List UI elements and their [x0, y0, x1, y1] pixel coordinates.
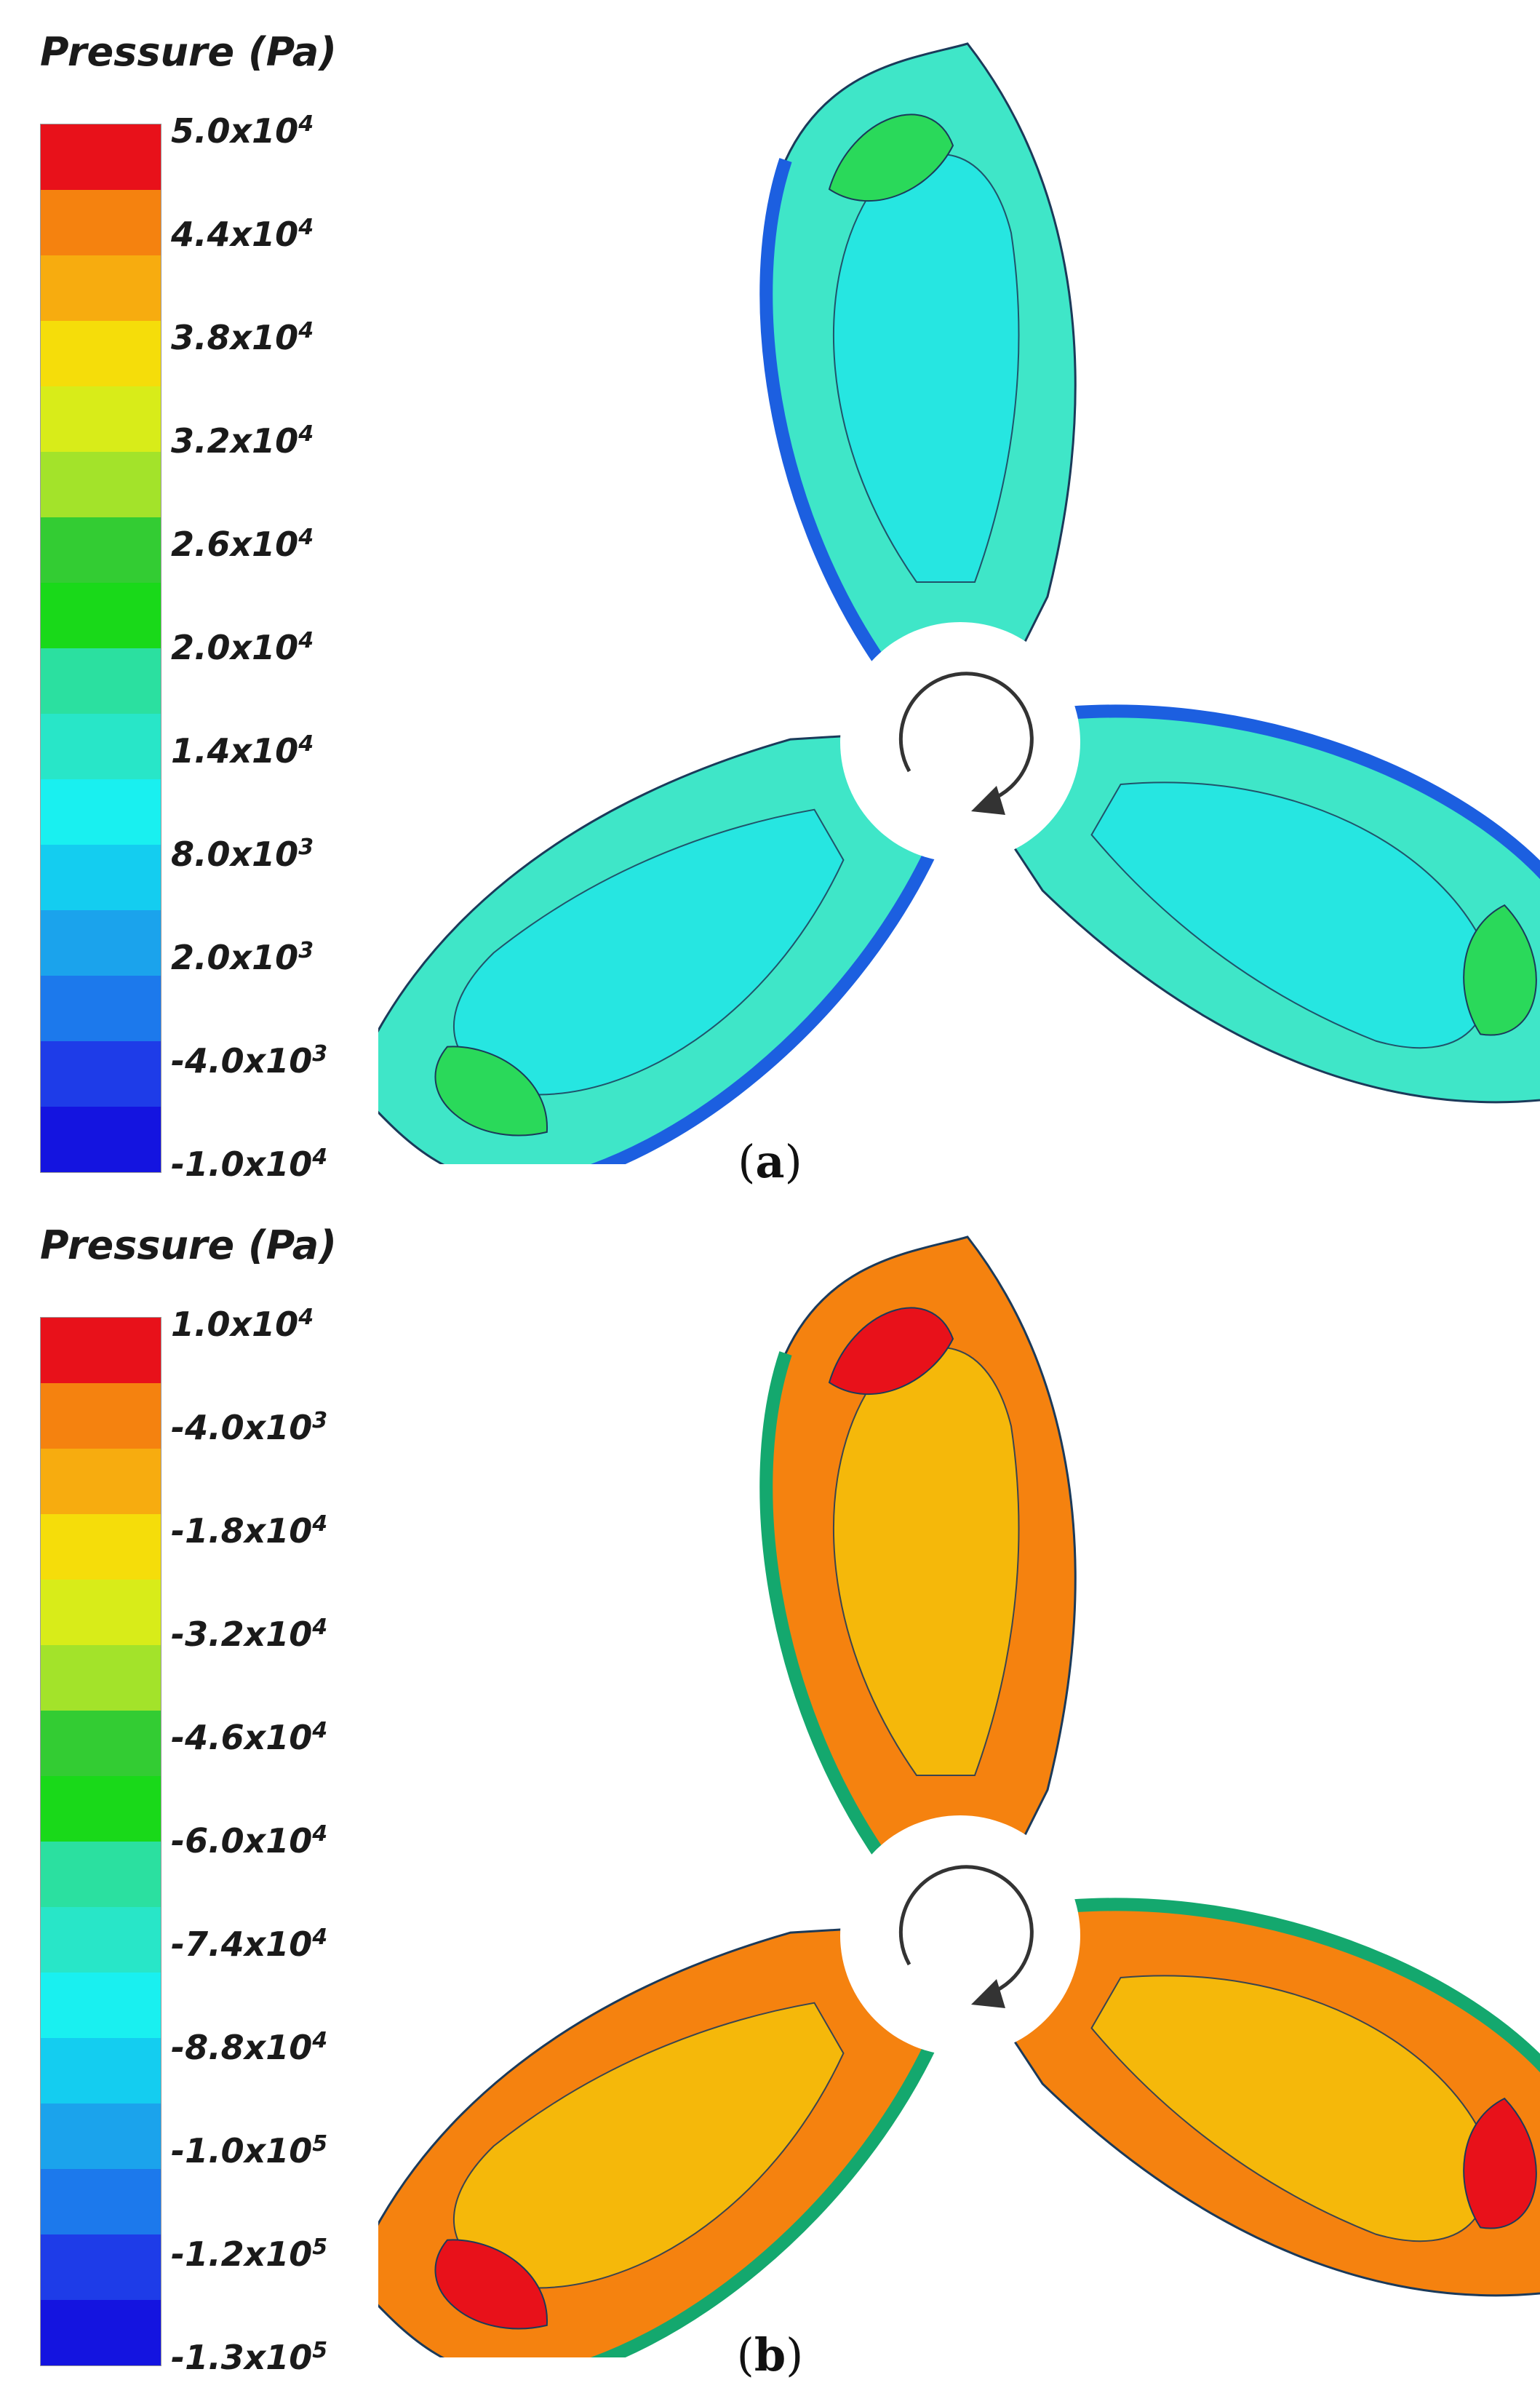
legend-swatch	[41, 714, 161, 779]
caption-b: (b)	[736, 2328, 804, 2381]
legend-swatch	[41, 1711, 161, 1776]
legend-tick-label: 2.6x104	[171, 524, 314, 565]
legend-swatch	[41, 1449, 161, 1514]
legend-swatch	[41, 1041, 161, 1107]
legend-tick-label: -1.0x104	[171, 1144, 328, 1185]
caption-a: (a)	[738, 1135, 802, 1188]
propeller-blades	[378, 42, 1540, 1164]
hub	[840, 1815, 1080, 2055]
legend-swatch	[41, 517, 161, 583]
legend-swatch	[41, 1907, 161, 1973]
legend-swatch	[41, 1514, 161, 1580]
legend-swatch	[41, 452, 161, 517]
legend-swatch	[41, 1776, 161, 1842]
legend-swatch	[41, 910, 161, 976]
legend-swatch	[41, 1318, 161, 1383]
legend-tick-label: -1.0x105	[171, 2130, 328, 2171]
legend-tick-label: -4.0x103	[171, 1407, 328, 1448]
legend-tick-label: -1.8x104	[171, 1511, 328, 1551]
legend-tick-label: 3.8x104	[171, 317, 314, 358]
legend-swatch	[41, 2104, 161, 2169]
legend-swatch	[41, 976, 161, 1041]
propeller-blade	[759, 42, 1077, 666]
legend-tick-label: 2.0x104	[171, 627, 314, 668]
legend-tick-label: -3.2x104	[171, 1614, 328, 1655]
legend-swatch	[41, 1842, 161, 1907]
legend-tick-label: -4.6x104	[171, 1717, 328, 1758]
legend-tick-label: 5.0x104	[171, 111, 314, 151]
panel-b: Pressure (Pa) 1.0x104 -4.0x103 -1.8x104 -3.…	[0, 1193, 1540, 2377]
legend-tick-label: -7.4x104	[171, 1924, 328, 1965]
legend-title: Pressure (Pa)	[40, 29, 337, 75]
color-legend-bar	[40, 1317, 161, 2366]
clockwise-arrow-icon	[898, 672, 1034, 815]
hub	[840, 622, 1080, 862]
legend-swatch	[41, 583, 161, 648]
legend-swatch	[41, 2300, 161, 2365]
legend-swatch	[41, 1973, 161, 2038]
legend-swatch	[41, 190, 161, 255]
color-legend-bar	[40, 124, 161, 1173]
legend-swatch	[41, 1580, 161, 1645]
legend-title: Pressure (Pa)	[40, 1222, 337, 1268]
legend-swatch	[41, 255, 161, 321]
legend-tick-label: 8.0x103	[171, 834, 314, 875]
legend-tick-label: 4.4x104	[171, 214, 314, 255]
legend-tick-label: -8.8x104	[171, 2027, 328, 2068]
legend-tick-label: -1.3x105	[171, 2337, 328, 2378]
legend-swatch	[41, 1645, 161, 1711]
panel-a: Pressure (Pa) 5.0x104 4.4x104 3.8x104 3.2x1…	[0, 0, 1540, 1184]
legend-swatch	[41, 2169, 161, 2234]
legend-swatch	[41, 321, 161, 386]
propeller-blades	[378, 1235, 1540, 2357]
legend-swatch	[41, 845, 161, 910]
legend-tick-label: -4.0x103	[171, 1040, 328, 1081]
propeller-blade	[1005, 704, 1540, 1104]
legend-swatch	[41, 779, 161, 845]
legend-swatch	[41, 2038, 161, 2104]
clockwise-arrow-icon	[898, 1865, 1034, 2008]
legend-tick-label: 1.4x104	[171, 731, 314, 771]
propeller-blade	[1005, 1898, 1540, 2297]
legend-tick-label: -1.2x105	[171, 2234, 328, 2274]
legend-swatch	[41, 124, 161, 190]
legend-swatch	[41, 648, 161, 714]
legend-tick-label: 3.2x104	[171, 421, 314, 461]
legend-swatch	[41, 1107, 161, 1172]
legend-swatch	[41, 2234, 161, 2300]
legend-swatch	[41, 386, 161, 452]
legend-tick-label: -6.0x104	[171, 1820, 328, 1861]
legend-tick-label: 1.0x104	[171, 1304, 314, 1345]
propeller-blade	[378, 1927, 937, 2357]
legend-swatch	[41, 1383, 161, 1449]
propeller-blade	[378, 734, 937, 1164]
legend-tick-label: 2.0x103	[171, 937, 314, 978]
propeller-blade	[759, 1235, 1077, 1860]
